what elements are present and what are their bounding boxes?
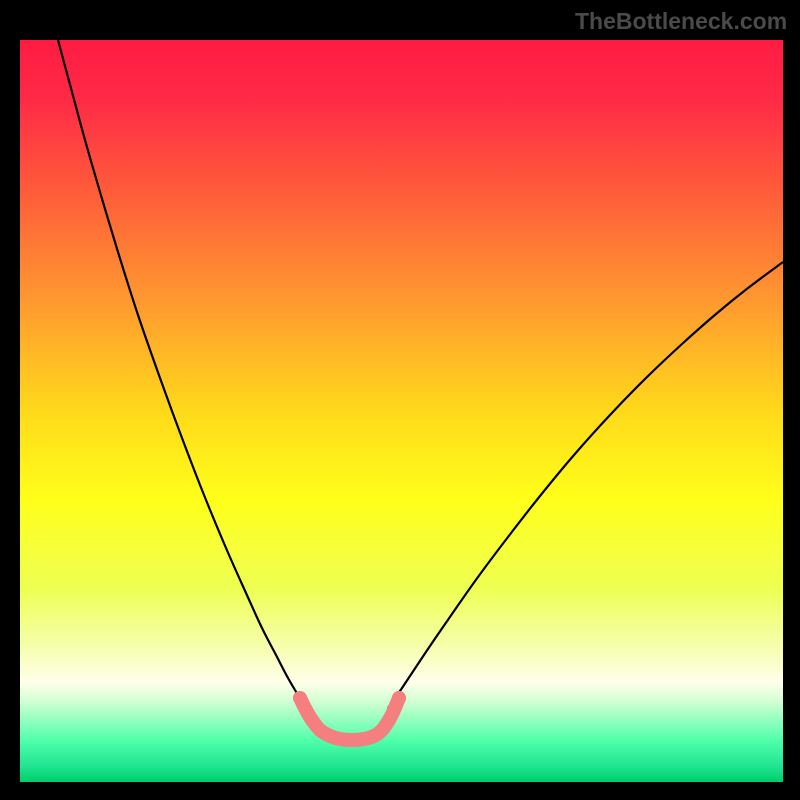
curve-right xyxy=(388,262,783,708)
highlight-dot xyxy=(367,729,381,743)
highlight-dot xyxy=(323,729,337,743)
highlight-dot xyxy=(293,691,307,705)
chart-frame: TheBottleneck.com xyxy=(0,0,800,800)
watermark-text: TheBottleneck.com xyxy=(575,8,787,35)
highlight-dot xyxy=(392,691,406,705)
chart-curves xyxy=(0,0,800,800)
highlight-dot xyxy=(345,733,359,747)
highlight-dot xyxy=(305,713,319,727)
highlight-dot xyxy=(382,713,396,727)
curve-left xyxy=(58,40,306,708)
